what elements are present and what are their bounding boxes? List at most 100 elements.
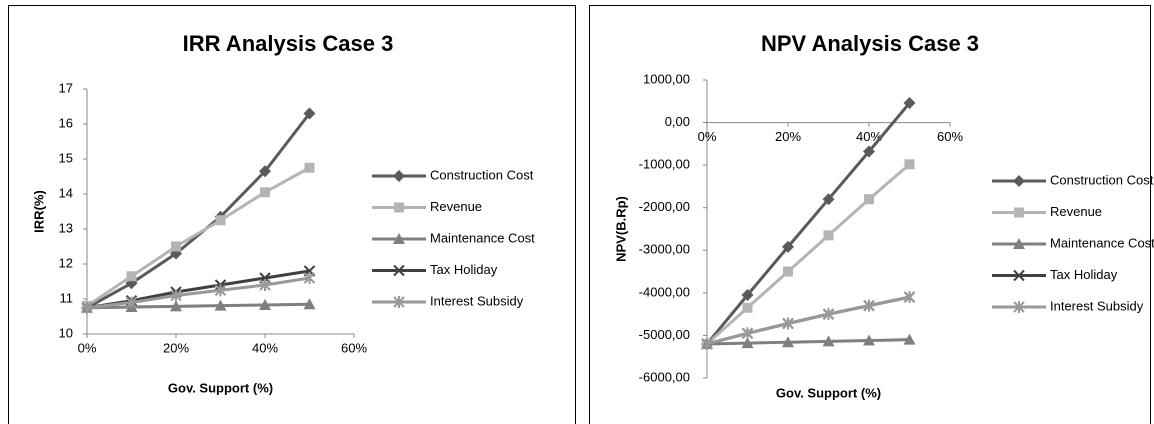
marker	[863, 299, 875, 312]
x-tick-label: 0%	[78, 340, 97, 355]
y-tick-label: 17	[59, 80, 73, 95]
x-tick-label: 60%	[937, 129, 963, 144]
marker	[741, 327, 754, 340]
legend-marker	[393, 233, 405, 244]
series-line	[706, 295, 910, 346]
y-tick-label: -5000,00	[639, 327, 690, 342]
legend-marker	[393, 170, 405, 182]
series-line	[86, 166, 311, 308]
legend-label: Maintenance Cost	[1050, 235, 1154, 250]
legend-marker	[393, 296, 405, 308]
y-tick-label: 10	[59, 325, 73, 340]
marker	[170, 300, 182, 312]
series-line	[86, 276, 310, 310]
legend-label: Revenue	[430, 199, 482, 214]
marker	[214, 284, 227, 297]
marker	[782, 317, 794, 330]
legend-label: Tax Holiday	[1050, 267, 1118, 282]
series-line	[86, 302, 310, 310]
marker	[125, 296, 138, 309]
marker	[259, 279, 271, 291]
marker	[864, 194, 874, 205]
series-line	[705, 102, 911, 345]
marker	[741, 337, 754, 349]
legend-marker	[1014, 207, 1024, 218]
y-tick-label: -1000,00	[639, 157, 690, 172]
y-tick-label: 15	[59, 150, 73, 165]
panel	[589, 5, 1151, 424]
marker	[742, 302, 753, 313]
marker	[822, 308, 835, 321]
x-tick-label: 40%	[856, 129, 882, 144]
marker	[81, 301, 93, 314]
legend-label: Tax Holiday	[430, 262, 498, 277]
legend-marker	[1013, 269, 1025, 282]
legend-marker	[1013, 238, 1025, 249]
legend-label: Interest Subsidy	[1050, 298, 1144, 313]
marker	[822, 335, 835, 347]
y-tick-label: -4000,00	[639, 284, 690, 299]
marker	[303, 272, 316, 284]
marker	[303, 107, 316, 120]
marker	[214, 299, 227, 311]
marker	[903, 96, 916, 109]
marker	[782, 240, 794, 253]
marker	[863, 334, 875, 346]
y-tick-label: 0,00	[665, 114, 690, 129]
marker	[303, 298, 316, 310]
legend-label: Construction Cost	[430, 167, 534, 182]
marker	[863, 145, 875, 158]
x-tick-label: 0%	[698, 129, 717, 144]
marker	[904, 159, 915, 170]
marker	[903, 291, 916, 304]
legend-marker	[1013, 301, 1025, 313]
marker	[215, 215, 226, 226]
marker	[741, 288, 754, 301]
x-axis-label: Gov. Support (%)	[168, 380, 273, 395]
series-line	[706, 163, 911, 346]
legend-label: Construction Cost	[1050, 172, 1154, 187]
series-line	[86, 112, 311, 310]
marker	[822, 193, 835, 206]
legend-marker	[1013, 175, 1025, 187]
legend-label: Revenue	[1050, 204, 1102, 219]
y-tick-label: 1000,00	[643, 71, 690, 86]
x-tick-label: 60%	[341, 340, 367, 355]
y-tick-label: -6000,00	[639, 369, 690, 384]
chart-title: NPV Analysis Case 3	[761, 31, 979, 56]
x-axis-label: Gov. Support (%)	[776, 385, 881, 400]
chart-title: IRR Analysis Case 3	[183, 31, 394, 56]
marker	[126, 271, 137, 282]
y-axis-label: NPV(B.Rp)	[613, 196, 628, 262]
y-tick-label: -3000,00	[639, 242, 690, 257]
marker	[782, 336, 794, 348]
y-tick-label: 14	[59, 185, 73, 200]
marker	[903, 333, 916, 345]
legend-marker	[393, 264, 405, 277]
legend-label: Maintenance Cost	[430, 230, 535, 245]
marker	[701, 337, 713, 350]
marker	[259, 298, 271, 310]
series-line	[706, 338, 910, 346]
legend-label: Interest Subsidy	[430, 293, 524, 308]
y-tick-label: 13	[59, 220, 73, 235]
y-axis-label: IRR(%)	[31, 190, 46, 233]
legend-marker	[394, 202, 404, 213]
y-tick-label: 16	[59, 115, 73, 130]
marker	[171, 241, 181, 252]
y-tick-label: -2000,00	[639, 199, 690, 214]
marker	[259, 165, 271, 178]
y-tick-label: 12	[59, 255, 73, 270]
panel	[8, 5, 576, 424]
x-tick-label: 40%	[252, 340, 278, 355]
marker	[823, 230, 834, 241]
marker	[260, 187, 270, 198]
marker	[304, 162, 315, 173]
x-tick-label: 20%	[163, 340, 189, 355]
marker	[783, 266, 793, 277]
x-tick-label: 20%	[775, 129, 801, 144]
y-tick-label: 11	[60, 290, 74, 305]
marker	[170, 289, 182, 302]
